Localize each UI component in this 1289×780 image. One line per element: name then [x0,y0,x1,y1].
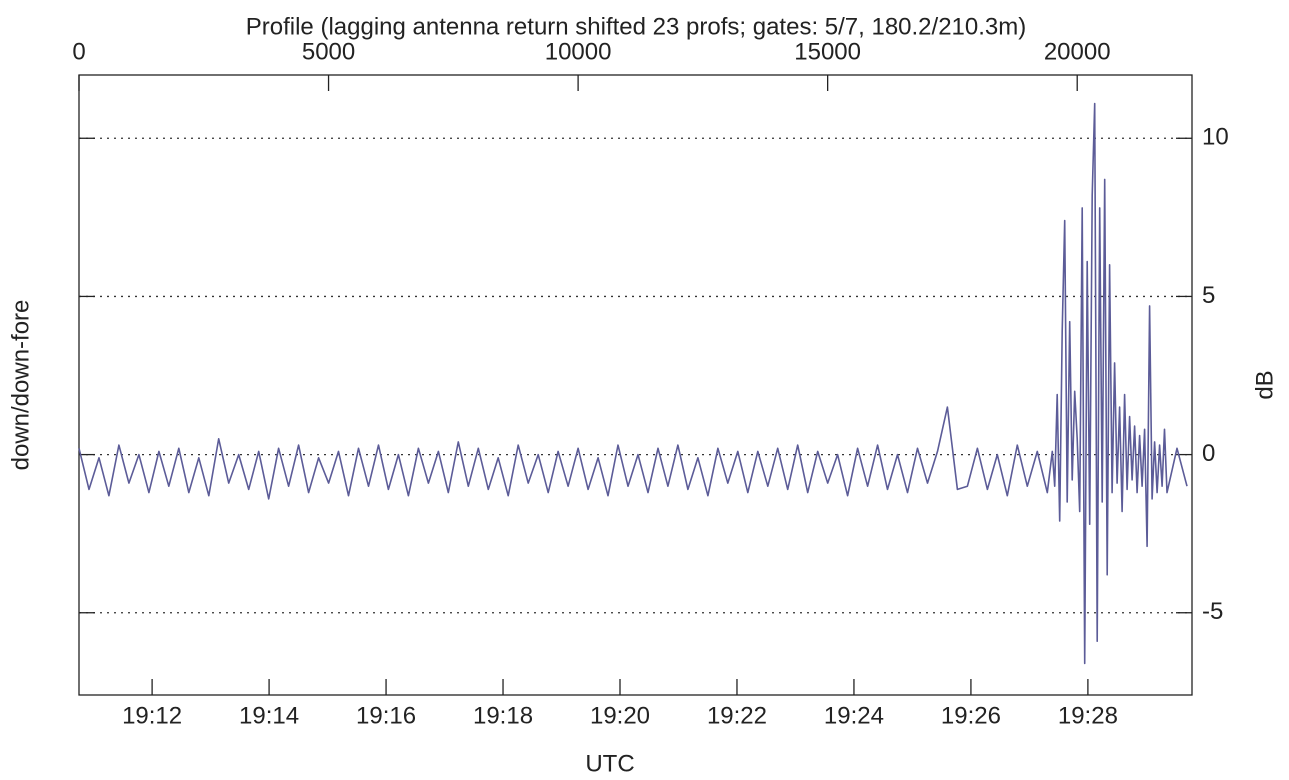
x-bottom-tick-label: 19:24 [824,702,884,729]
x-top-tick-label: 10000 [545,38,612,65]
x-bottom-tick-label: 19:16 [356,702,416,729]
x-top-tick-label: 5000 [302,38,355,65]
x-top-tick-label: 0 [72,38,85,65]
x-bottom-tick-label: 19:20 [590,702,650,729]
x-bottom-tick-label: 19:14 [239,702,299,729]
y-tick-label: -5 [1202,598,1223,625]
data-line [78,102,1188,665]
y-tick-label: 0 [1202,440,1215,467]
y-tick-label: 10 [1202,124,1229,151]
x-top-tick-label: 15000 [794,38,861,65]
x-bottom-tick-label: 19:28 [1058,702,1118,729]
y-tick-label: 5 [1202,282,1215,309]
y2-axis-label: dB [1251,370,1278,399]
chart-title: Profile (lagging antenna return shifted … [246,13,1027,40]
x-bottom-tick-label: 19:22 [707,702,767,729]
x-bottom-tick-label: 19:18 [473,702,533,729]
x-top-tick-label: 20000 [1044,38,1111,65]
plot-frame [78,74,1193,696]
x-bottom-tick-label: 19:26 [941,702,1001,729]
y-axis-label: down/down-fore [7,300,34,471]
x-axis-label: UTC [585,750,634,777]
x-bottom-tick-label: 19:12 [122,702,182,729]
